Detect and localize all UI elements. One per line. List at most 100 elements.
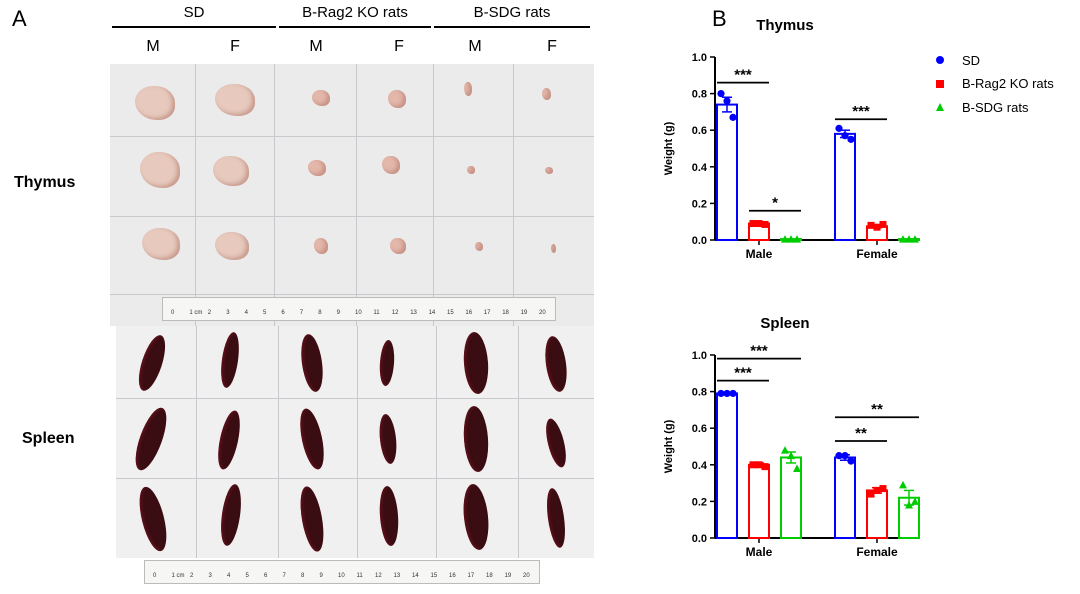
spleen-tissue-sdg-f	[543, 487, 569, 549]
spleen-tissue-rag2-f	[377, 485, 401, 547]
ruler-tick-label: 9	[336, 310, 340, 316]
spleen-tissue-sd-m	[134, 484, 172, 554]
data-point-triangle	[781, 235, 789, 243]
ruler-tick-label: 9	[319, 573, 323, 579]
y-axis-label: Weight (g)	[663, 121, 675, 175]
ruler-tick-label: 7	[282, 573, 286, 579]
ruler-tick-label: 15	[447, 310, 454, 316]
data-point-square	[873, 486, 881, 494]
thymus-tissue-sd-m	[140, 152, 180, 188]
group-label-sd: SD	[183, 4, 205, 21]
ruler-thymus: 0 1 cm 2 3 4 5 6 7 8 9 10 11 12 13 14 15 16 17 18 19 20	[162, 297, 556, 321]
ruler-tick-label: 11	[356, 573, 363, 579]
y-axis-label: Weight (g)	[663, 419, 675, 473]
ruler-tick-label: 7	[299, 310, 304, 316]
sex-label: M	[309, 38, 323, 55]
thymus-tissue-sd-f	[215, 84, 255, 116]
spleen-tissue-sd-f	[218, 331, 242, 389]
spleen-tissue-sd-f	[213, 408, 245, 472]
thymus-tissue-rag2-m	[308, 160, 326, 176]
thymus-tissue-sdg-m	[467, 166, 475, 174]
data-point-triangle	[787, 451, 795, 460]
sex-label: M	[468, 38, 482, 55]
legend-triangle-icon	[936, 103, 944, 111]
data-point-triangle	[905, 235, 913, 243]
sex-label: F	[394, 38, 404, 55]
data-point-triangle	[793, 464, 801, 472]
thymus-tissue-sdg-m	[464, 82, 472, 96]
ruler-tick-label: 12	[375, 573, 382, 579]
spleen-tissue-rag2-m	[295, 406, 329, 472]
ruler-tick-label: 20	[523, 573, 530, 579]
spleen-tissue-sd-m	[129, 404, 173, 474]
data-point-circle	[723, 97, 731, 105]
legend-square-icon	[936, 80, 944, 88]
ruler-tick-label: 2	[207, 310, 212, 316]
data-point-square	[755, 461, 763, 469]
thymus-tissue-sd-f	[215, 232, 249, 260]
ruler-tick-label: 16	[449, 573, 456, 579]
chart-title: Spleen	[760, 315, 809, 332]
data-point-triangle	[911, 497, 919, 505]
ruler-tick-label: 13	[393, 573, 401, 579]
y-tick-label: 0.2	[692, 198, 707, 210]
ruler-tick-label: 20	[539, 310, 546, 316]
sex-label: F	[230, 38, 240, 55]
data-point-square	[749, 220, 757, 228]
thymus-tissue-rag2-f	[382, 156, 400, 174]
thymus-tissue-sdg-f	[545, 167, 553, 174]
spleen-tissue-sdg-f	[542, 416, 570, 470]
x-tick-label: Female	[856, 545, 898, 559]
data-point-triangle	[911, 235, 919, 243]
ruler-tick-label: 19	[504, 573, 512, 579]
ruler-tick-label: 6	[264, 573, 268, 579]
ruler-tick-label: 15	[430, 573, 438, 579]
data-point-triangle	[905, 501, 913, 509]
bar	[748, 463, 770, 539]
ruler-tick-label: 3	[226, 310, 230, 316]
ruler-tick-label: 4	[227, 573, 231, 579]
y-tick-label: 0.6	[692, 125, 707, 137]
sex-label: M	[146, 38, 160, 55]
ruler-tick-label: 0	[153, 573, 157, 579]
spleen-tissue-sdg-f	[542, 334, 570, 394]
ruler-tick-label: 19	[520, 310, 528, 316]
y-tick-label: 0.4	[692, 460, 708, 472]
organ-label-thymus: Thymus	[14, 174, 76, 191]
data-point-triangle	[899, 480, 907, 489]
significance-label: ***	[852, 103, 870, 120]
legend-markers	[936, 56, 944, 111]
data-point-square	[749, 461, 757, 469]
data-point-circle	[847, 457, 855, 465]
ruler-tick-label: 10	[355, 310, 362, 316]
ruler-tick-label: 17	[483, 310, 491, 316]
ruler-tick-label: 14	[412, 573, 419, 579]
legend: SD B-Rag2 KO rats B-SDG rats	[930, 52, 1075, 122]
thymus-tissue-rag2-f	[388, 90, 406, 108]
y-tick-label: 0.4	[692, 162, 708, 174]
spleen-photo	[116, 326, 594, 558]
data-point-square	[879, 485, 887, 493]
spleen-tissue-rag2-f	[378, 339, 396, 387]
data-point-circle	[841, 452, 849, 460]
x-tick-label: Male	[746, 247, 773, 261]
data-point-circle	[717, 90, 725, 98]
data-point-circle	[847, 135, 855, 143]
data-point-square	[761, 220, 769, 228]
thymus-tissue-rag2-m	[312, 90, 330, 106]
ruler-tick-label: 8	[301, 573, 305, 579]
thymus-tissue-sdg-f	[542, 88, 551, 100]
data-point-circle	[729, 389, 737, 398]
data-point-triangle	[899, 235, 907, 243]
y-tick-label: 1.0	[692, 52, 707, 64]
y-tick-label: 1.0	[692, 350, 707, 362]
data-point-square	[873, 223, 881, 231]
ruler-tick-label: 0	[171, 310, 175, 316]
data-point-square	[761, 463, 769, 471]
data-point-square	[867, 221, 875, 229]
data-point-triangle	[781, 446, 789, 454]
spleen-bar-chart: Spleen Weight (g) 0.0 0.2 0.4 0.6 0.8 1.0 Male Fe…	[663, 315, 920, 559]
organ-label-spleen: Spleen	[22, 430, 75, 447]
y-tick-label: 0.0	[692, 533, 707, 545]
thymus-tissue-sd-f	[213, 156, 249, 186]
